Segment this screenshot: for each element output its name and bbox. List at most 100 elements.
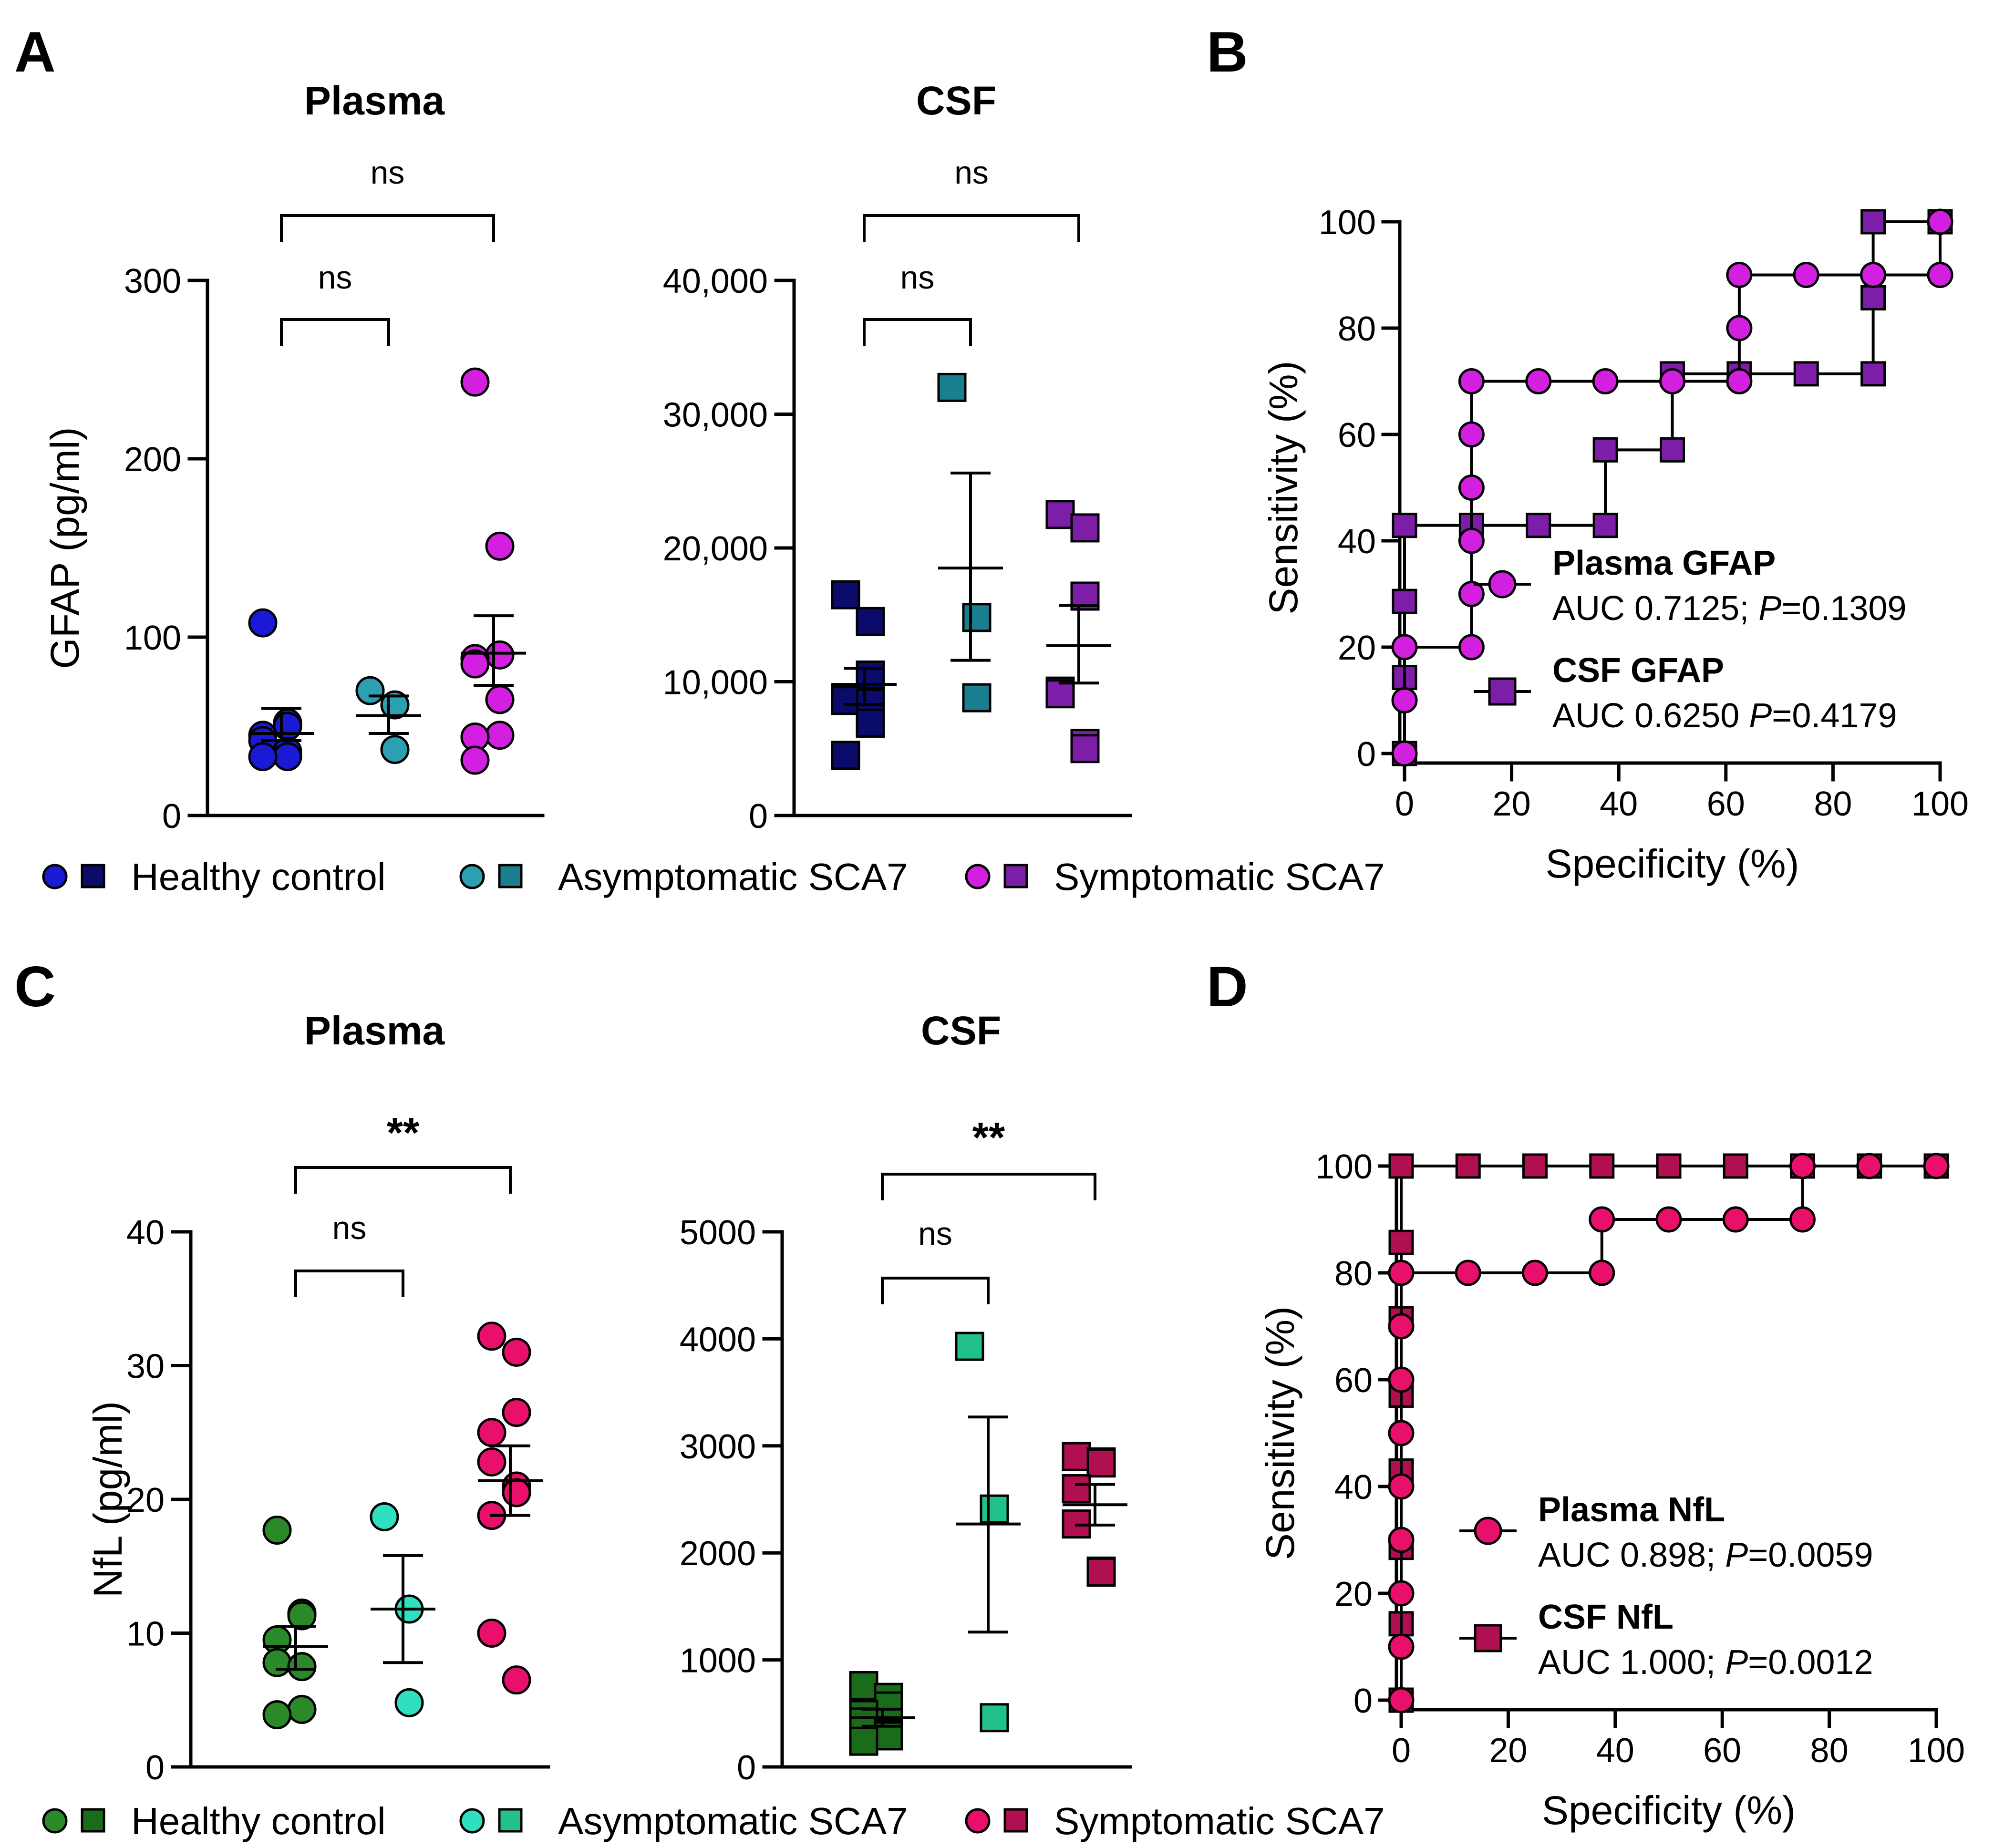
data-point: [980, 1703, 1009, 1733]
legend-series-name: CSF NfL: [1538, 1598, 1674, 1636]
data-point: [1045, 500, 1075, 529]
data-point: [262, 1700, 292, 1730]
panel-letter-b: B: [1207, 20, 1248, 84]
roc-point: [1388, 1420, 1415, 1446]
roc-point: [1388, 1527, 1415, 1553]
legend-marker-healthy-circle: [42, 1808, 68, 1834]
data-point: [485, 685, 515, 714]
data-point: [370, 1502, 399, 1531]
y-axis-label: NfL (pg/ml): [85, 1401, 130, 1598]
data-point: [477, 1418, 506, 1447]
y-tick-label: 2000: [680, 1535, 756, 1573]
significance-label: ns: [318, 259, 352, 296]
roc-point: [1388, 1366, 1415, 1393]
roc-point: [1592, 437, 1618, 463]
y-tick-label: 100: [1315, 1148, 1373, 1186]
panel-letter-a: A: [14, 20, 56, 84]
roc-point: [1589, 1260, 1615, 1286]
data-point: [485, 640, 515, 670]
data-point: [1062, 1442, 1091, 1471]
roc-point: [1789, 1153, 1816, 1179]
legend-marker: [1474, 1517, 1502, 1545]
legend-p-symbol: P: [1749, 697, 1772, 735]
legend-marker-asymptomatic-circle: [459, 1808, 485, 1834]
roc-point: [1526, 513, 1551, 538]
roc-point: [1391, 687, 1418, 713]
legend-marker-symptomatic-square: [1003, 864, 1028, 888]
legend-marker-asymptomatic-circle: [459, 864, 485, 889]
roc-point: [1659, 368, 1685, 394]
roc-point: [1856, 1153, 1883, 1179]
legend-marker-healthy-square: [81, 1808, 105, 1833]
significance-label: **: [387, 1109, 420, 1156]
legend-marker: [1488, 570, 1517, 599]
roc-point: [1388, 1313, 1415, 1340]
data-point: [502, 1398, 531, 1427]
y-tick-label: 100: [124, 619, 181, 657]
data-point: [394, 1688, 424, 1717]
roc-point: [1726, 315, 1753, 341]
panel-letter-c: C: [14, 955, 56, 1019]
chart-plasma-gfap: Plasma GFAP (pg/ml) 0 100 200 300 ns ns: [42, 78, 545, 836]
significance-bracket: [280, 214, 495, 242]
legend-label-asymptomatic: Asymptomatic SCA7: [558, 1800, 908, 1842]
x-axis-label: Specificity (%): [1545, 841, 1799, 886]
x-tick-label: 60: [1707, 785, 1745, 823]
legend-gfap: Healthy control Asymptomatic SCA7 Sympto…: [42, 856, 1385, 898]
data-point: [937, 372, 967, 402]
legend-marker: [1474, 1624, 1502, 1652]
legend-p-value: 0.0012: [1768, 1643, 1873, 1682]
roc-point: [1458, 475, 1485, 501]
legend-p-symbol: P: [1758, 589, 1781, 628]
data-point: [273, 742, 302, 772]
data-point: [1062, 1474, 1091, 1504]
chart-title: Plasma: [304, 1008, 445, 1053]
legend-p-value: 0.1309: [1801, 589, 1906, 628]
roc-point: [1860, 209, 1886, 235]
data-point: [874, 1691, 903, 1721]
legend-marker-healthy-square: [81, 864, 105, 888]
roc-point: [1458, 421, 1485, 448]
y-tick-label: 0: [749, 797, 768, 836]
significance-bracket: [280, 318, 390, 346]
x-axis-label: Specificity (%): [1542, 1788, 1796, 1833]
legend-equals: =: [1748, 1536, 1768, 1574]
y-tick-label: 40: [126, 1214, 165, 1252]
data-point: [248, 742, 278, 772]
chart-roc-nfl: 00 20 20 40 40 60 60 80 80 100 100 Specificity (%) S…: [1258, 1148, 1965, 1833]
data-point: [460, 367, 490, 397]
y-tick-label: 0: [145, 1749, 165, 1787]
y-tick-label: 4000: [680, 1321, 756, 1359]
data-point: [502, 1478, 531, 1507]
roc-point: [1391, 740, 1418, 767]
x-tick-label: 40: [1596, 1732, 1634, 1770]
y-tick-label: 40,000: [663, 262, 768, 300]
data-point: [287, 1652, 317, 1682]
data-point: [849, 1671, 878, 1700]
data-point: [262, 1648, 292, 1677]
x-tick-label: 20: [1493, 785, 1531, 823]
y-tick-label: 3000: [680, 1428, 756, 1466]
roc-point: [1455, 1260, 1481, 1286]
legend-label-healthy: Healthy control: [131, 856, 386, 898]
y-tick-label: 0: [1357, 735, 1376, 774]
data-point: [1045, 679, 1075, 709]
data-point: [273, 712, 302, 741]
y-tick-label: 30,000: [663, 396, 768, 434]
roc-point: [1927, 262, 1953, 288]
legend-marker-healthy-circle: [42, 864, 68, 889]
y-tick-label: 100: [1319, 204, 1376, 242]
data-point: [955, 1332, 984, 1361]
x-tick-label: 100: [1911, 785, 1969, 823]
y-tick-label: 0: [737, 1749, 756, 1787]
data-point: [287, 1694, 317, 1724]
significance-label: ns: [954, 155, 989, 191]
legend-auc: AUC 0.7125;: [1552, 589, 1758, 628]
roc-point: [1388, 1473, 1415, 1500]
data-point: [831, 580, 860, 609]
legend-p-symbol: P: [1725, 1536, 1748, 1574]
significance-bracket: [881, 1277, 990, 1304]
x-tick-label: 100: [1908, 1732, 1965, 1770]
roc-point: [1793, 262, 1819, 288]
significance-label: ns: [900, 259, 935, 296]
